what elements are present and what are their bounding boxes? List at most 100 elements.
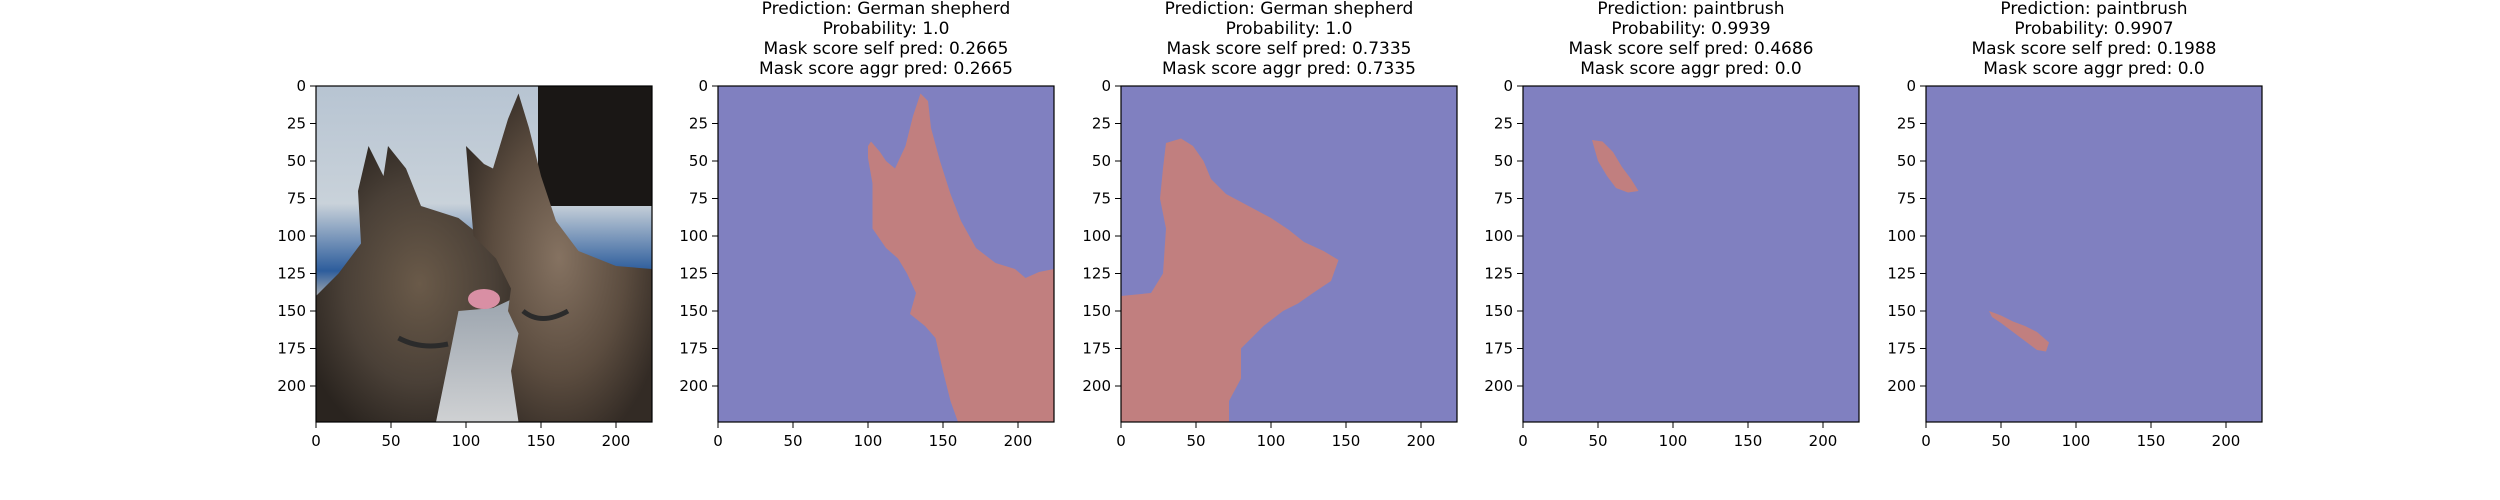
x-tick-label: 50 [1991, 432, 2010, 450]
y-tick-label: 150 [679, 302, 708, 320]
subplot-title-line: Mask score aggr pred: 0.2665 [759, 59, 1013, 79]
axes-frame [1925, 85, 2263, 423]
y-tick-label: 75 [287, 190, 306, 208]
y-tick-label: 125 [679, 265, 708, 283]
axes-frame [717, 85, 1055, 423]
x-tick-label: 0 [1921, 432, 1931, 450]
subplot-1: 0 50 100 150 200 0 25 50 75 100 125 150 175 200 [277, 77, 653, 450]
dog-tongue [468, 289, 500, 309]
y-tick-label: 0 [1101, 77, 1111, 95]
mask-region [1592, 140, 1639, 193]
subplot-title-line: Probability: 1.0 [823, 19, 950, 39]
y-tick-label: 75 [1092, 190, 1111, 208]
y-tick-label: 0 [1503, 77, 1513, 95]
y-tick-label: 100 [679, 227, 708, 245]
y-tick-label: 175 [277, 340, 306, 358]
y-tick-label: 150 [1484, 302, 1513, 320]
y-tick-label: 50 [287, 152, 306, 170]
y-tick-label: 50 [1897, 152, 1916, 170]
x-tick-label: 50 [381, 432, 400, 450]
x-tick-label: 100 [1257, 432, 1286, 450]
x-tick-label: 0 [311, 432, 321, 450]
axes-frame [1120, 85, 1458, 423]
y-tick-label: 200 [679, 377, 708, 395]
subplot-title-line: Probability: 0.9939 [1611, 19, 1770, 39]
y-tick-label: 25 [1494, 115, 1513, 133]
y-tick-label: 125 [277, 265, 306, 283]
mask-region [1989, 311, 2049, 352]
y-tick-label: 25 [1897, 115, 1916, 133]
dog-collar [397, 335, 449, 349]
axes-frame [315, 85, 653, 423]
x-tick-label: 200 [1809, 432, 1838, 450]
axes-frame [1522, 85, 1860, 423]
mask-region [868, 93, 1054, 422]
x-tick-label: 200 [2212, 432, 2241, 450]
mask-background [1523, 86, 1859, 422]
y-tick-label: 200 [1484, 377, 1513, 395]
y-tick-label: 125 [1484, 265, 1513, 283]
x-tick-label: 150 [1332, 432, 1361, 450]
x-tick-label: 0 [713, 432, 723, 450]
y-tick-label: 200 [277, 377, 306, 395]
subplot-title-line: Prediction: paintbrush [1597, 0, 1784, 19]
x-tick-label: 200 [1004, 432, 1033, 450]
x-tick-label: 100 [2062, 432, 2091, 450]
y-tick-label: 100 [277, 227, 306, 245]
y-tick-label: 175 [679, 340, 708, 358]
subplot-title-line: Mask score self pred: 0.2665 [764, 39, 1009, 59]
y-tick-label: 50 [1092, 152, 1111, 170]
subplot-title-line: Mask score aggr pred: 0.0 [1983, 59, 2205, 79]
x-tick-label: 200 [602, 432, 631, 450]
subplot-title-line: Mask score self pred: 0.1988 [1972, 39, 2217, 59]
x-tick-label: 100 [452, 432, 481, 450]
y-tick-label: 175 [1484, 340, 1513, 358]
y-tick-label: 175 [1082, 340, 1111, 358]
subplot-title-line: Probability: 1.0 [1226, 19, 1353, 39]
left-dog [316, 146, 523, 422]
dark-backdrop [538, 86, 652, 206]
dog-collar [521, 308, 570, 321]
x-tick-label: 100 [854, 432, 883, 450]
x-tick-label: 150 [2137, 432, 2166, 450]
x-tick-label: 150 [929, 432, 958, 450]
x-tick-label: 50 [1186, 432, 1205, 450]
x-tick-label: 0 [1518, 432, 1528, 450]
y-tick-label: 150 [1887, 302, 1916, 320]
x-tick-label: 50 [783, 432, 802, 450]
y-tick-label: 200 [1887, 377, 1916, 395]
y-tick-label: 175 [1887, 340, 1916, 358]
y-tick-label: 150 [277, 302, 306, 320]
y-tick-label: 75 [1494, 190, 1513, 208]
y-tick-label: 100 [1887, 227, 1916, 245]
y-tick-label: 75 [689, 190, 708, 208]
y-tick-label: 0 [698, 77, 708, 95]
y-tick-label: 125 [1082, 265, 1111, 283]
y-tick-label: 25 [287, 115, 306, 133]
subplot-title-line: Probability: 0.9907 [2014, 19, 2173, 39]
y-tick-label: 25 [689, 115, 708, 133]
y-tick-label: 125 [1887, 265, 1916, 283]
subplot-title-line: Prediction: German shepherd [1165, 0, 1414, 19]
y-tick-label: 50 [1494, 152, 1513, 170]
x-tick-label: 100 [1659, 432, 1688, 450]
subplot-title-line: Mask score aggr pred: 0.0 [1580, 59, 1802, 79]
y-tick-label: 200 [1082, 377, 1111, 395]
y-tick-label: 50 [689, 152, 708, 170]
y-tick-label: 150 [1082, 302, 1111, 320]
x-tick-label: 50 [1588, 432, 1607, 450]
right-dog [466, 93, 652, 422]
y-tick-label: 100 [1082, 227, 1111, 245]
y-tick-label: 100 [1484, 227, 1513, 245]
mask-background [1926, 86, 2262, 422]
x-tick-label: 0 [1116, 432, 1126, 450]
x-tick-label: 150 [527, 432, 556, 450]
subplot-title-line: Mask score aggr pred: 0.7335 [1162, 59, 1416, 79]
subplot-title-line: Mask score self pred: 0.7335 [1167, 39, 1412, 59]
subplot-title-line: Prediction: paintbrush [2000, 0, 2187, 19]
subplot-title-line: Prediction: German shepherd [762, 0, 1011, 19]
y-tick-label: 25 [1092, 115, 1111, 133]
